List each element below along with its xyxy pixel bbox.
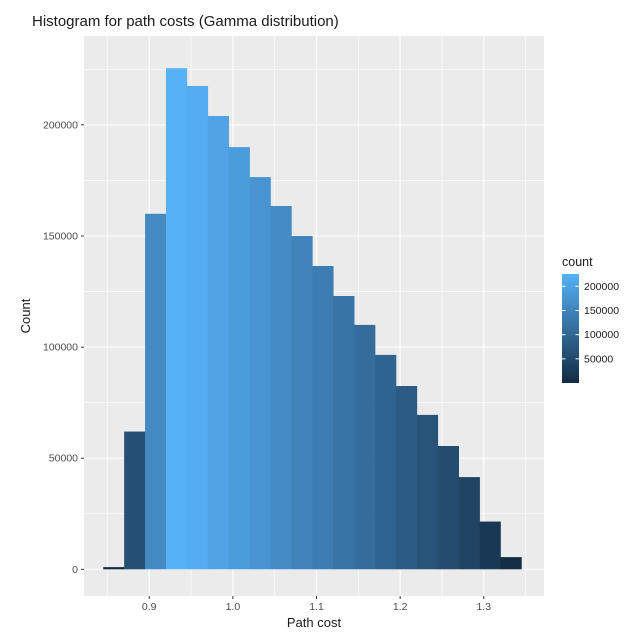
fill-legend: count 200000 150000 100000 50000 [562, 255, 619, 383]
x-tick-label: 0.9 [142, 601, 157, 613]
histogram-bar [437, 446, 459, 570]
histogram-bar [228, 147, 250, 570]
histogram-bar [416, 414, 439, 570]
legend-label: 200000 [584, 281, 619, 293]
legend-label: 100000 [584, 329, 619, 341]
histogram-bar [186, 86, 209, 570]
histogram-bar [458, 477, 480, 570]
x-axis-title: Path cost [287, 615, 342, 630]
histogram-bar [395, 386, 418, 570]
x-tick-label: 1.0 [226, 601, 241, 613]
histogram-bar [291, 236, 313, 570]
histogram-bar [103, 567, 125, 570]
legend-colorbar [562, 274, 579, 383]
histogram-bar [270, 206, 292, 570]
x-axis: 0.9 1.0 1.1 1.2 1.3 [142, 596, 491, 613]
y-tick-label: 50000 [49, 453, 78, 465]
legend-label: 150000 [584, 305, 619, 317]
histogram-bar [207, 116, 229, 570]
histogram-bar [249, 177, 271, 570]
legend-label: 50000 [584, 353, 613, 365]
legend-title: count [562, 255, 593, 269]
histogram-bars [103, 68, 522, 570]
y-tick-label: 0 [72, 564, 78, 576]
x-tick-label: 1.3 [476, 601, 491, 613]
y-axis: 0 50000 100000 150000 200000 [43, 119, 84, 576]
y-axis-title: Count [18, 298, 33, 333]
x-tick-label: 1.2 [393, 601, 408, 613]
histogram-bar [165, 68, 188, 570]
histogram-bar [124, 431, 146, 570]
y-tick-label: 200000 [43, 119, 78, 131]
histogram-bar [354, 324, 376, 570]
histogram-bar [312, 266, 334, 570]
y-tick-label: 150000 [43, 231, 78, 243]
histogram-bar [145, 213, 167, 570]
histogram-bar [375, 354, 397, 570]
histogram-bar [500, 557, 522, 570]
chart-title: Histogram for path costs (Gamma distribu… [32, 13, 339, 30]
histogram-bar [333, 296, 355, 570]
histogram-bar [479, 521, 501, 570]
x-tick-label: 1.1 [309, 601, 324, 613]
y-tick-label: 100000 [43, 342, 78, 354]
legend-ticks: 200000 150000 100000 50000 [562, 281, 619, 365]
